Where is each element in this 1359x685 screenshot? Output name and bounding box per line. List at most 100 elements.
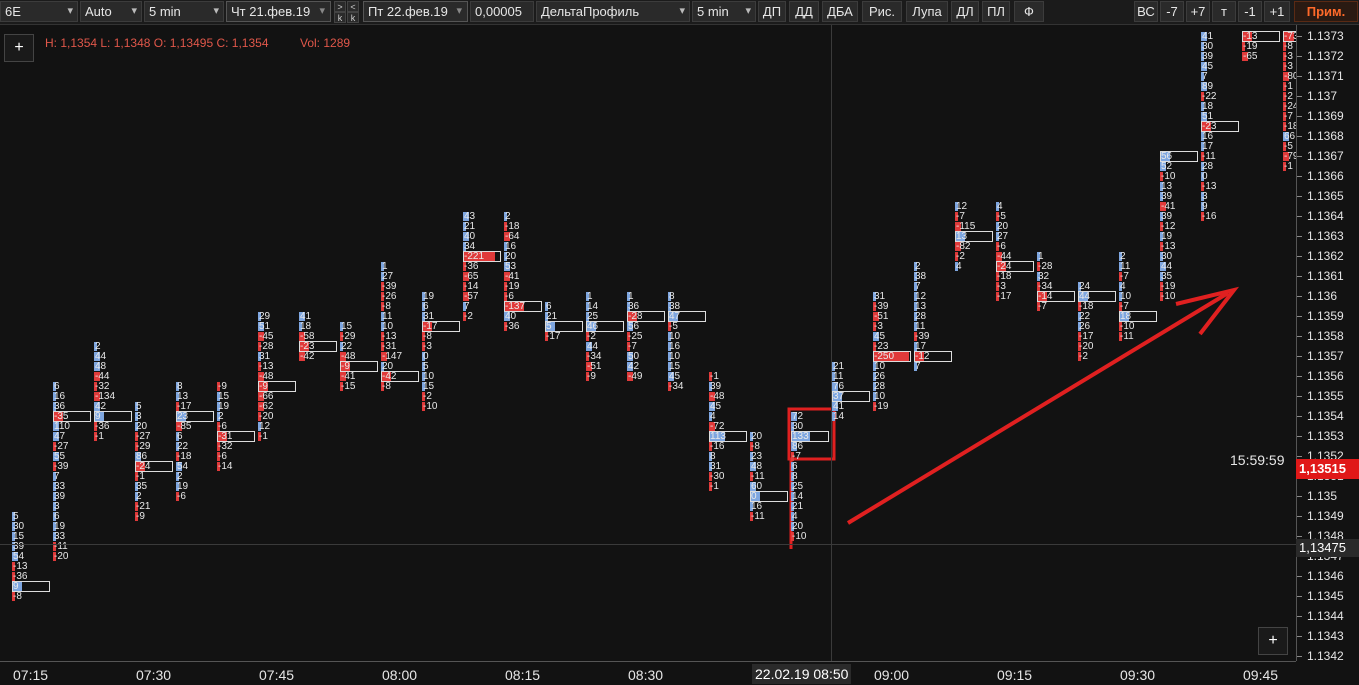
draw-button[interactable]: Рис. (862, 1, 902, 22)
minus1-button[interactable]: -1 (1238, 1, 1262, 22)
magnifier-button[interactable]: Лупа (906, 1, 948, 22)
add-panel-button[interactable]: + (4, 34, 34, 62)
delta-cell: -19 (1243, 41, 1258, 52)
delta-bar (955, 212, 958, 221)
plus7-button[interactable]: +7 (1186, 1, 1210, 22)
poc-box (381, 371, 419, 382)
delta-cell: 19 (423, 291, 435, 302)
delta-cell: 20 (136, 421, 148, 432)
delta-cell: -39 (874, 301, 889, 312)
delta-cell: 6 (546, 301, 552, 312)
delta-bar (12, 592, 15, 601)
dl-button[interactable]: ДЛ (951, 1, 979, 22)
delta-bar (340, 362, 350, 371)
indicator-select[interactable]: ДельтаПрофиль (536, 1, 690, 22)
delta-bar (709, 452, 712, 461)
delta-bar (258, 432, 261, 441)
tick-size-input[interactable]: 0,00005 (470, 1, 534, 22)
apply-button[interactable]: Прим. (1294, 1, 1358, 22)
delta-bar (1283, 72, 1289, 81)
delta-cell: -134 (95, 391, 116, 402)
f-button[interactable]: Ф (1014, 1, 1044, 22)
delta-cell: -6 (218, 451, 227, 462)
delta-bar (627, 362, 633, 371)
delta-cell: 16 (669, 341, 681, 352)
poc-box (627, 311, 665, 322)
delta-cell: 23 (177, 411, 189, 422)
chart-plot-area[interactable]: 5 30 15 39 54 -13 -36 9 -8 6 16 36 -35 110 47 -27 55 -39 7… (0, 25, 1296, 661)
delta-cell: 40 (505, 311, 517, 322)
price-tick-mark (1297, 176, 1302, 177)
delta-bar (258, 392, 264, 401)
delta-cell: 1 (1038, 251, 1044, 262)
delta-bar (1119, 282, 1122, 291)
delta-cell: 13 (1161, 181, 1173, 192)
delta-cell: 25 (587, 311, 599, 322)
price-tick-mark (1297, 636, 1302, 637)
delta-cell: -51 (587, 361, 602, 372)
delta-cell: -39 (382, 281, 397, 292)
dp-button[interactable]: ДП (758, 1, 786, 22)
delta-cell: 2 (218, 411, 224, 422)
date-to-picker[interactable]: Пт 22.фев.19 (363, 1, 468, 22)
delta-cell: 20 (997, 221, 1009, 232)
poc-box (914, 351, 952, 362)
bc-button[interactable]: ВС (1134, 1, 1158, 22)
delta-bar (545, 332, 548, 341)
delta-bar (709, 412, 712, 421)
indicator-timeframe-select[interactable]: 5 min (692, 1, 756, 22)
plus1-button[interactable]: +1 (1264, 1, 1290, 22)
delta-cell: -7 (1120, 301, 1129, 312)
delta-cell: -10 (423, 401, 438, 412)
scale-select[interactable]: Auto (80, 1, 142, 22)
symbol-select[interactable]: 6E (0, 1, 78, 22)
delta-bar (53, 522, 56, 531)
nav-up-button[interactable]: > (334, 1, 346, 12)
nav-left-button[interactable]: < (347, 1, 359, 12)
timeframe-select[interactable]: 5 min (144, 1, 224, 22)
delta-bar (1201, 172, 1204, 181)
delta-bar (914, 342, 917, 351)
delta-bar (1078, 302, 1081, 311)
poc-box (1037, 291, 1075, 302)
delta-cell: 7 (915, 281, 921, 292)
delta-bar (914, 262, 917, 271)
delta-bar (1119, 312, 1129, 321)
delta-cell: 24 (1079, 281, 1091, 292)
time-axis[interactable]: 09:45 09:30 09:15 09:00 08:30 08:15 08:00 07:45… (0, 661, 1296, 685)
price-tick-label: 1.1344 (1307, 609, 1344, 623)
delta-bar (668, 352, 671, 361)
delta-bar (463, 292, 469, 301)
add-panel-button-bottom[interactable]: + (1258, 627, 1288, 655)
delta-bar (873, 352, 909, 361)
date-from-picker[interactable]: Чт 21.фев.19 (226, 1, 331, 22)
delta-bar (258, 412, 261, 421)
dd-button[interactable]: ДД (789, 1, 819, 22)
dba-button[interactable]: ДБА (822, 1, 858, 22)
delta-bar (381, 262, 384, 271)
delta-cell: -3 (997, 281, 1006, 292)
t-button[interactable]: т (1212, 1, 1236, 22)
nav-k-button-2[interactable]: k (347, 12, 359, 23)
delta-cell: -20 (259, 411, 274, 422)
minus7-button[interactable]: -7 (1160, 1, 1184, 22)
delta-bar (422, 362, 425, 371)
delta-bar (873, 402, 876, 411)
delta-cell: -36 (505, 321, 520, 332)
delta-bar (135, 412, 138, 421)
delta-bar (996, 222, 999, 231)
price-axis[interactable]: 1.1373 1.1372 1.1371 1.137 1.1369 1.1368 1.136… (1296, 25, 1359, 662)
delta-bar (791, 472, 794, 481)
delta-bar (94, 352, 100, 361)
delta-bar (217, 462, 220, 471)
delta-bar (463, 222, 466, 231)
delta-bar (1037, 282, 1040, 291)
nav-k-button-1[interactable]: k (334, 12, 346, 23)
pl-button[interactable]: ПЛ (982, 1, 1010, 22)
delta-cell: 20 (382, 361, 394, 372)
delta-bar (1283, 122, 1286, 131)
delta-bar (176, 442, 179, 451)
delta-cell: 56 (1161, 151, 1173, 162)
time-tick-label: 08:00 (382, 667, 418, 683)
delta-bar (996, 202, 999, 211)
